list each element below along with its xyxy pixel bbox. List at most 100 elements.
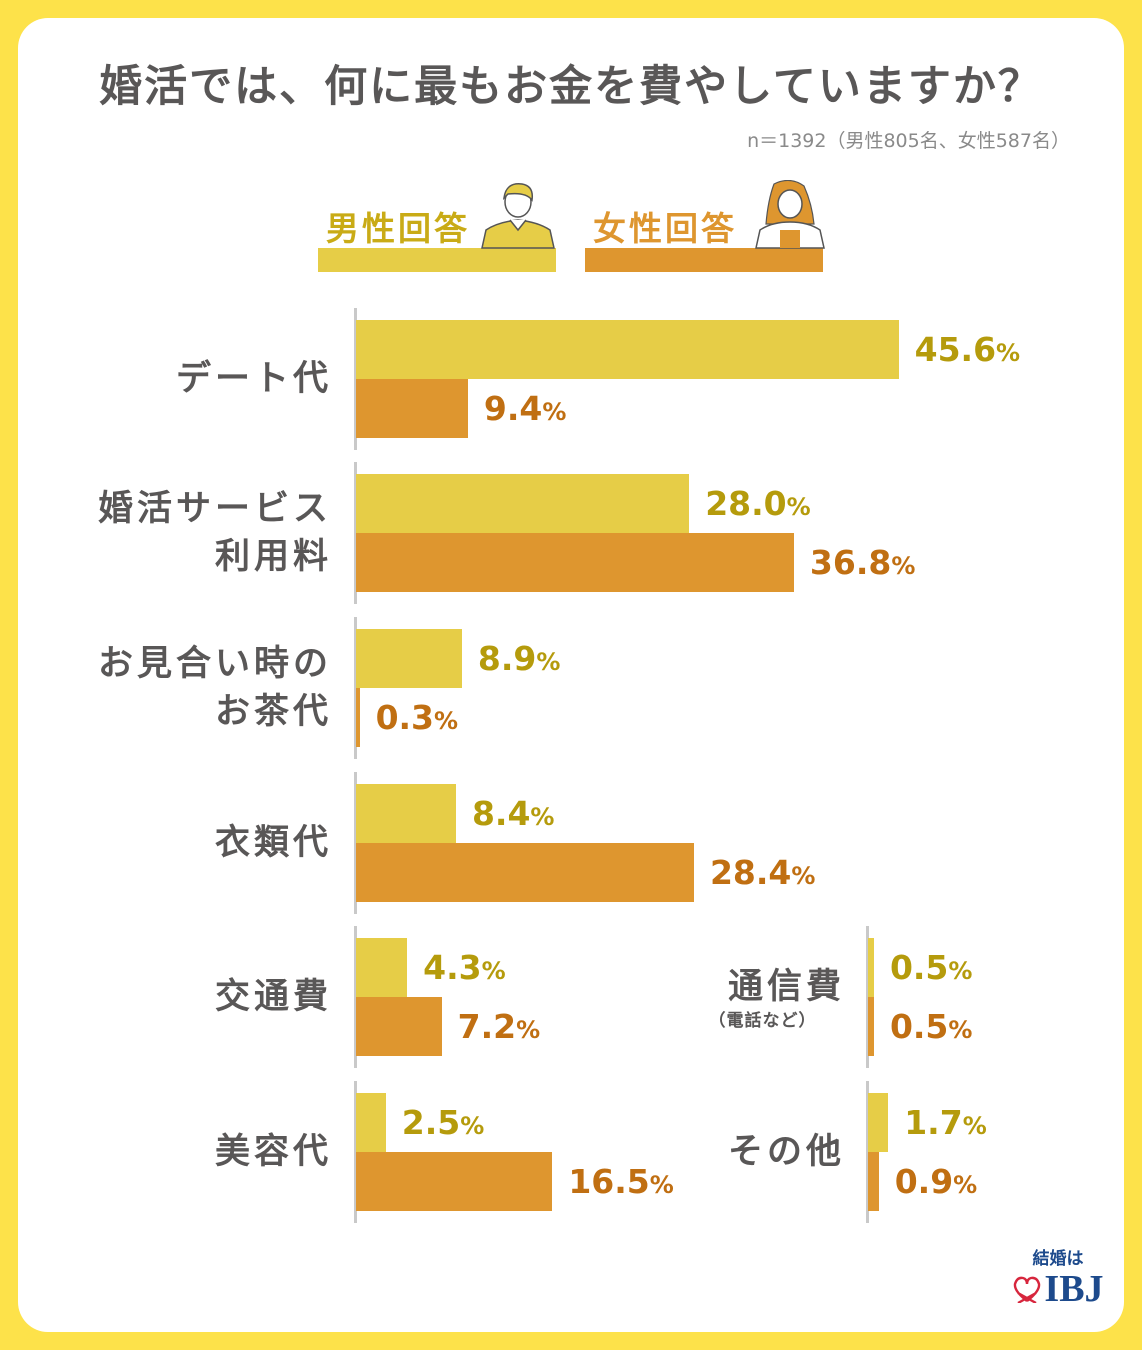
category-label-line: 利用料 <box>214 537 332 577</box>
value-number: 8.4 <box>471 794 531 833</box>
value-label-female: 28.4% <box>710 853 815 896</box>
category-label: その他 <box>680 1128 845 1176</box>
axis-line <box>354 926 357 1068</box>
category-label: 婚活サービス利用料 <box>40 485 332 581</box>
value-number: 28.4 <box>709 853 792 892</box>
bar-female <box>356 688 360 747</box>
value-number: 0.5 <box>889 948 949 987</box>
percent-sign: % <box>460 1112 485 1140</box>
value-label-female: 9.4% <box>484 389 567 432</box>
percent-sign: % <box>536 648 561 676</box>
value-number: 1.7 <box>904 1103 963 1142</box>
bar-male <box>868 1093 889 1152</box>
percent-sign: % <box>791 862 816 890</box>
axis-line <box>354 1081 357 1223</box>
category-label-line: 通信費 <box>727 967 845 1007</box>
value-label-male: 28.0% <box>705 484 810 527</box>
bar-male <box>356 784 456 843</box>
axis-line <box>354 617 357 759</box>
legend-male-label: 男性回答 <box>326 209 470 248</box>
percent-sign: % <box>948 1016 973 1044</box>
value-label-male: 45.6% <box>915 330 1020 373</box>
value-number: 16.5 <box>568 1162 650 1201</box>
percent-sign: % <box>891 552 916 580</box>
value-number: 36.8 <box>809 543 892 582</box>
category-label-line: 衣類代 <box>214 823 332 863</box>
legend-female-label: 女性回答 <box>593 209 737 248</box>
bar-female <box>356 533 794 592</box>
category-label-line: お見合い時の <box>97 644 332 684</box>
percent-sign: % <box>649 1171 674 1199</box>
bar-female <box>356 997 442 1056</box>
woman-illustration-icon <box>755 180 825 249</box>
category-label: 美容代 <box>40 1128 332 1176</box>
sample-size-note: n＝1392（男性805名、女性587名） <box>747 130 1070 152</box>
value-number: 7.2 <box>457 1007 517 1046</box>
axis-line <box>866 926 869 1068</box>
percent-sign: % <box>786 493 811 521</box>
value-number: 4.3 <box>423 948 482 987</box>
category-label: デート代 <box>40 355 332 403</box>
legend-female-swatch <box>585 248 823 272</box>
value-label-male: 8.9% <box>478 639 561 682</box>
value-label-male: 8.4% <box>472 794 555 837</box>
category-label-line: その他 <box>727 1132 845 1172</box>
percent-sign: % <box>542 398 567 426</box>
category-label-line: デート代 <box>175 359 332 399</box>
bar-female <box>356 1152 553 1211</box>
value-number: 28.0 <box>705 484 787 523</box>
category-label-line: お茶代 <box>214 692 332 732</box>
value-number: 9.4 <box>483 389 543 428</box>
category-label: 通信費 （電話など） <box>680 963 845 1031</box>
legend-male: 男性回答 <box>318 180 556 272</box>
value-label-female: 0.9% <box>895 1162 978 1205</box>
bar-male <box>356 474 690 533</box>
percent-sign: % <box>516 1016 541 1044</box>
category-label-line: 美容代 <box>214 1132 332 1172</box>
logo-brand: IBJ <box>1044 1268 1104 1310</box>
category-sublabel: （電話など） <box>708 1011 817 1031</box>
axis-line <box>354 462 357 604</box>
chart-title: 婚活では、何に最もお金を費やしていますか？ <box>99 62 1043 112</box>
value-label-female: 0.3% <box>376 698 459 741</box>
category-label: お見合い時のお茶代 <box>40 640 332 736</box>
value-number: 0.5 <box>889 1007 949 1046</box>
bar-female <box>356 379 468 438</box>
category-label: 交通費 <box>40 973 332 1021</box>
legend-female: 女性回答 <box>585 180 825 272</box>
bar-female <box>868 997 874 1056</box>
category-label: 衣類代 <box>40 819 332 867</box>
category-label-line: 交通費 <box>214 977 332 1017</box>
heart-icon <box>1014 1276 1041 1303</box>
bar-male <box>356 1093 386 1152</box>
bar-male <box>356 320 899 379</box>
value-label-male: 1.7% <box>904 1103 987 1146</box>
value-label-female: 7.2% <box>458 1007 541 1050</box>
bar-female <box>868 1152 879 1211</box>
value-label-female: 0.5% <box>890 1007 973 1050</box>
axis-line <box>354 772 357 914</box>
man-illustration-icon <box>481 183 555 249</box>
value-number: 0.3 <box>375 698 435 737</box>
bar-male <box>356 938 408 997</box>
ibj-logo: 結婚は IBJ <box>1008 1244 1108 1309</box>
value-label-female: 36.8% <box>810 543 915 586</box>
percent-sign: % <box>530 803 555 831</box>
bar-male <box>356 629 462 688</box>
legend-male-swatch <box>318 248 556 272</box>
value-number: 8.9 <box>477 639 537 678</box>
logo-tagline: 結婚は <box>1032 1249 1084 1269</box>
percent-sign: % <box>948 957 973 985</box>
chart-card <box>18 18 1124 1332</box>
bar-male <box>868 938 874 997</box>
value-number: 0.9 <box>894 1162 954 1201</box>
percent-sign: % <box>953 1171 978 1199</box>
value-number: 45.6 <box>914 330 997 369</box>
category-label-line: 婚活サービス <box>97 489 332 529</box>
axis-line <box>354 308 357 450</box>
bar-female <box>356 843 694 902</box>
value-label-male: 4.3% <box>423 948 506 991</box>
value-label-male: 2.5% <box>402 1103 485 1146</box>
percent-sign: % <box>434 707 459 735</box>
percent-sign: % <box>996 339 1021 367</box>
